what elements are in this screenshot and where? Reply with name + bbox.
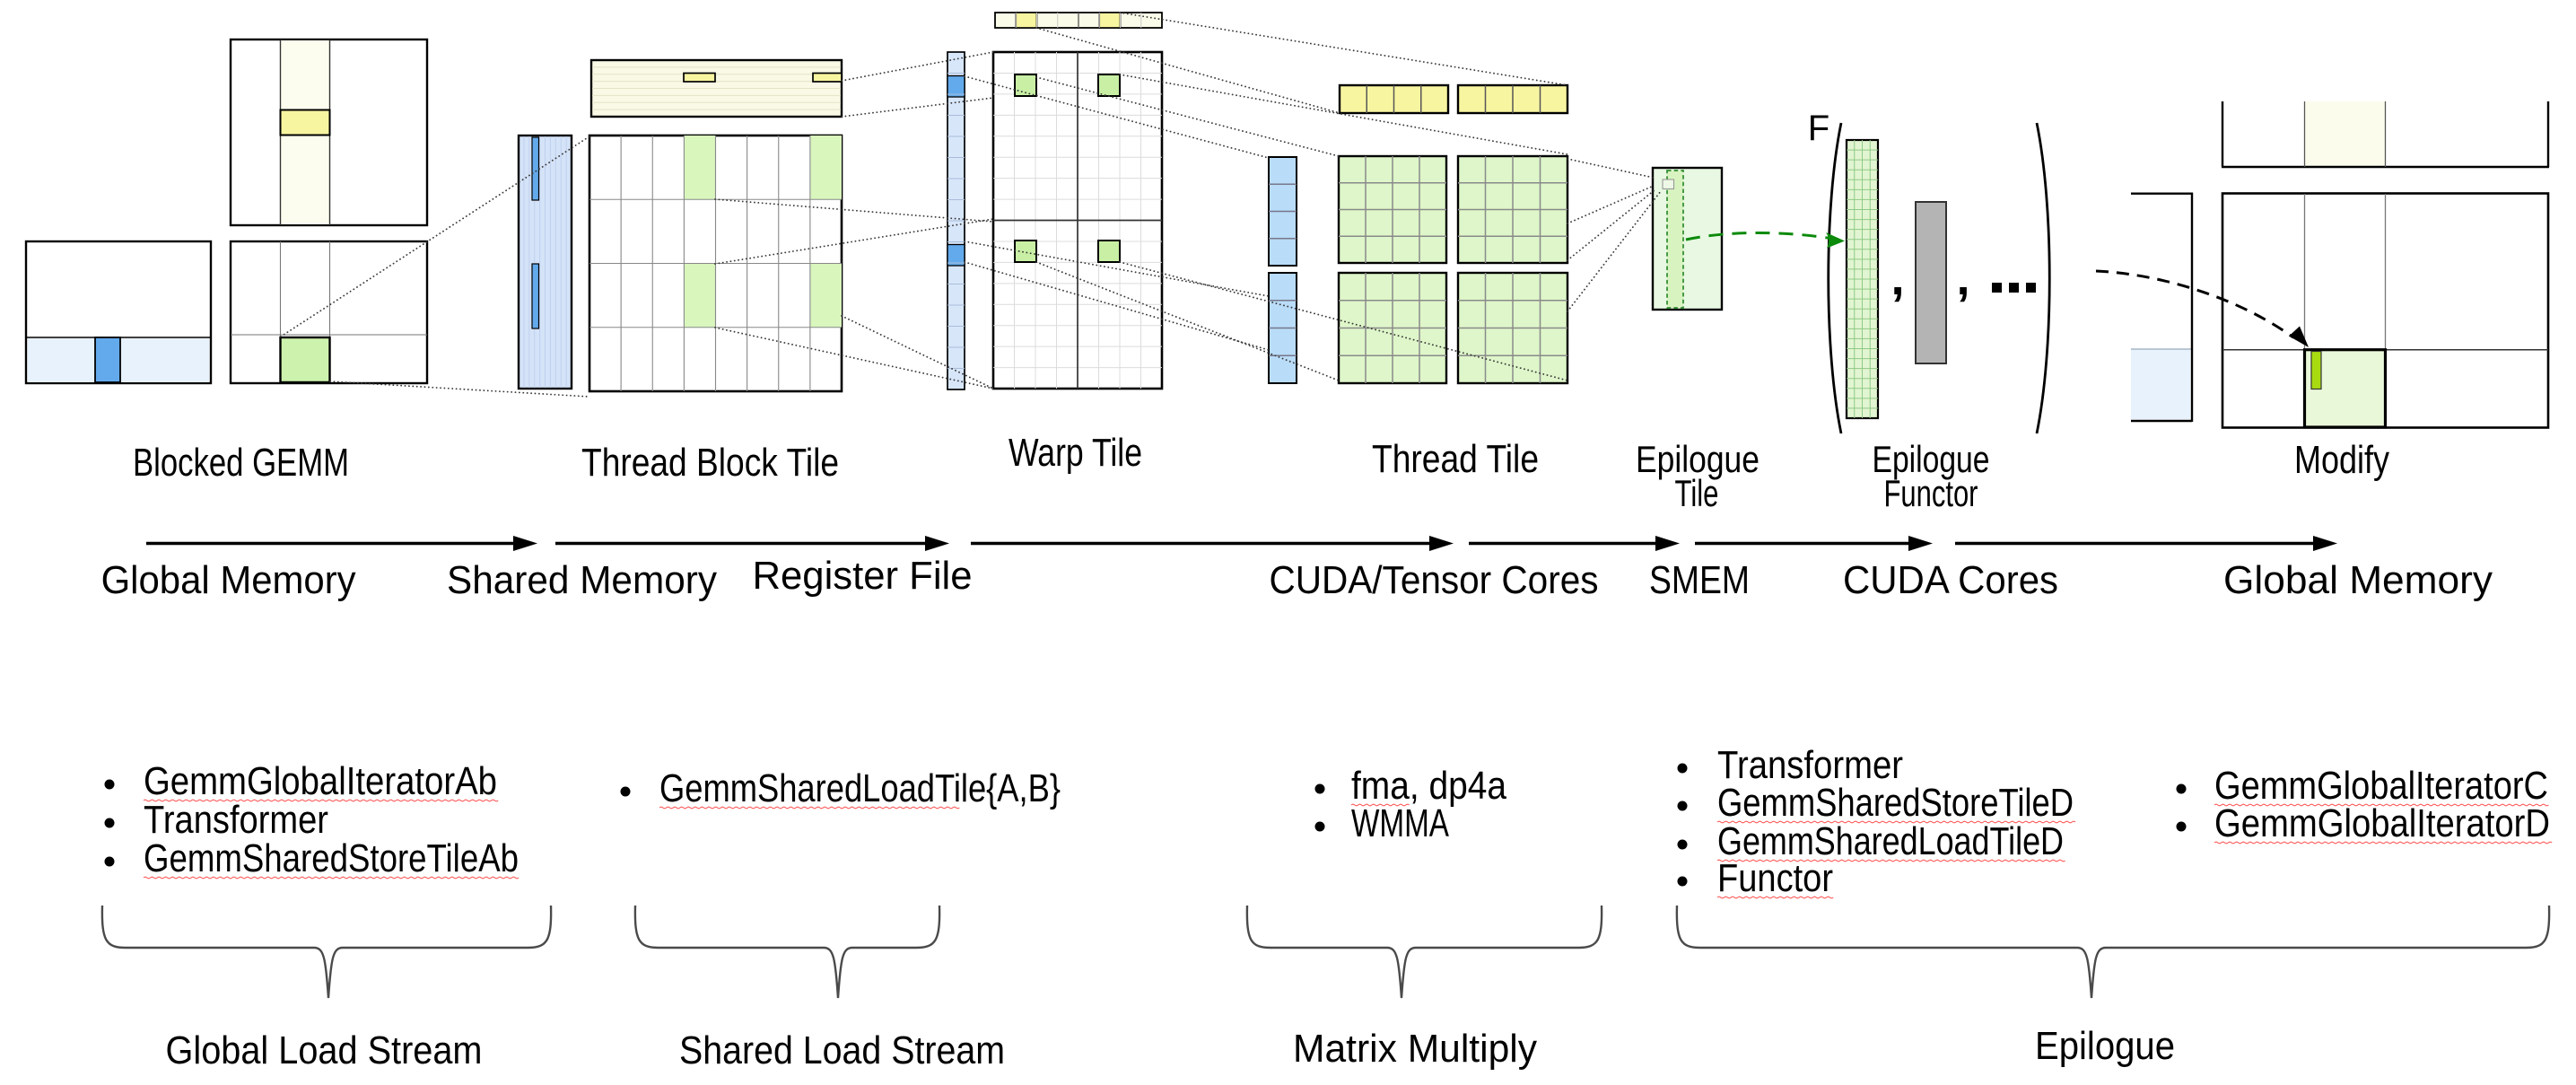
svg-text:fma, dp4a: fma, dp4a xyxy=(1351,764,1506,808)
svg-text:GemmSharedLoadTile{A,B}: GemmSharedLoadTile{A,B} xyxy=(659,766,1061,810)
svg-text:Modify: Modify xyxy=(2294,438,2389,482)
svg-text:CUDA/Tensor Cores: CUDA/Tensor Cores xyxy=(1270,558,1599,602)
svg-text:,: , xyxy=(1891,251,1904,305)
svg-text:GemmGlobalIteratorD: GemmGlobalIteratorD xyxy=(2214,801,2550,845)
svg-text:Matrix Multiply: Matrix Multiply xyxy=(1293,1027,1537,1071)
svg-text:Epilogue: Epilogue xyxy=(1636,438,1760,480)
svg-text:Blocked GEMM: Blocked GEMM xyxy=(133,441,349,485)
svg-text:Transformer: Transformer xyxy=(1717,743,1903,787)
svg-text:GemmSharedStoreTileD: GemmSharedStoreTileD xyxy=(1717,781,2074,825)
svg-text:Shared Load Stream: Shared Load Stream xyxy=(679,1028,1005,1072)
svg-text:Warp Tile: Warp Tile xyxy=(1009,431,1142,475)
svg-text:Transformer: Transformer xyxy=(144,798,328,842)
svg-text:Epilogue: Epilogue xyxy=(2035,1024,2175,1068)
svg-text:Tile: Tile xyxy=(1675,472,1719,514)
svg-text:Functor: Functor xyxy=(1717,856,1833,900)
svg-text:Register File: Register File xyxy=(753,554,973,598)
svg-text:Shared Memory: Shared Memory xyxy=(447,558,717,602)
svg-text:Global Load Stream: Global Load Stream xyxy=(166,1028,483,1072)
svg-text:GemmGlobalIteratorC: GemmGlobalIteratorC xyxy=(2214,764,2548,808)
svg-text:,: , xyxy=(1956,251,1969,305)
svg-text:GemmGlobalIteratorAb: GemmGlobalIteratorAb xyxy=(144,759,497,803)
svg-text:WMMA: WMMA xyxy=(1351,801,1449,845)
svg-text:Epilogue: Epilogue xyxy=(1873,438,1990,480)
svg-text:CUDA Cores: CUDA Cores xyxy=(1843,558,2058,602)
svg-text:Thread Block Tile: Thread Block Tile xyxy=(581,441,839,485)
svg-text:F: F xyxy=(1808,109,1829,148)
svg-text:Functor: Functor xyxy=(1884,472,1978,514)
svg-text:GemmSharedLoadTileD: GemmSharedLoadTileD xyxy=(1717,819,2064,863)
svg-text:GemmSharedStoreTileAb: GemmSharedStoreTileAb xyxy=(144,836,519,880)
svg-text:Thread Tile: Thread Tile xyxy=(1372,437,1539,481)
svg-text:Global Memory: Global Memory xyxy=(101,558,356,602)
svg-text:Global Memory: Global Memory xyxy=(2223,558,2493,602)
svg-text:SMEM: SMEM xyxy=(1649,558,1750,602)
